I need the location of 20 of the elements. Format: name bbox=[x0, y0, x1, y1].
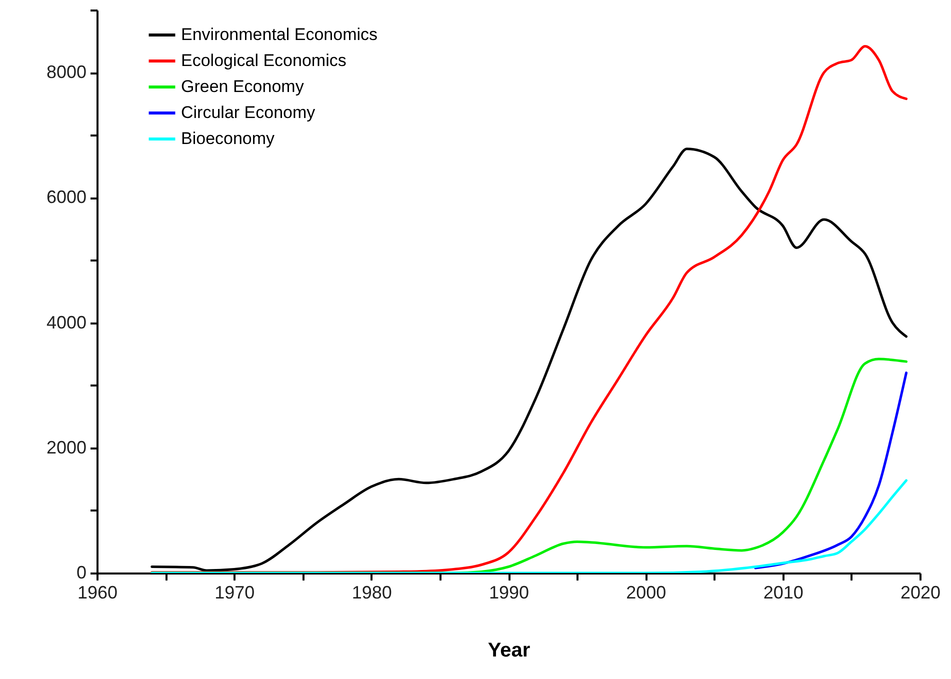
x-tick-label: 1980 bbox=[352, 582, 392, 602]
y-tick-label: 4000 bbox=[46, 312, 86, 332]
legend-label: Circular Economy bbox=[181, 103, 316, 122]
x-axis-title: Year bbox=[488, 640, 530, 662]
legend-label: Ecological Economics bbox=[181, 51, 346, 70]
x-tick-label: 1990 bbox=[488, 582, 530, 602]
y-tick-label: 6000 bbox=[46, 187, 86, 208]
x-tick-label: 2000 bbox=[626, 582, 666, 602]
y-tick-label: 8000 bbox=[46, 62, 86, 82]
line-series bbox=[150, 148, 908, 572]
x-tick-label: 1960 bbox=[77, 582, 118, 602]
legend-label: Environmental Economics bbox=[181, 25, 378, 44]
legend-label: Green Economy bbox=[181, 77, 304, 96]
line-series bbox=[150, 479, 908, 573]
y-tick-label: 0 bbox=[76, 562, 86, 582]
x-tick-label: 2020 bbox=[900, 582, 941, 602]
x-tick-label: 1970 bbox=[214, 582, 255, 602]
y-tick-label: 2000 bbox=[46, 437, 86, 458]
legend-label: Bioeconomy bbox=[181, 129, 276, 148]
x-tick-label: 2010 bbox=[763, 582, 804, 602]
